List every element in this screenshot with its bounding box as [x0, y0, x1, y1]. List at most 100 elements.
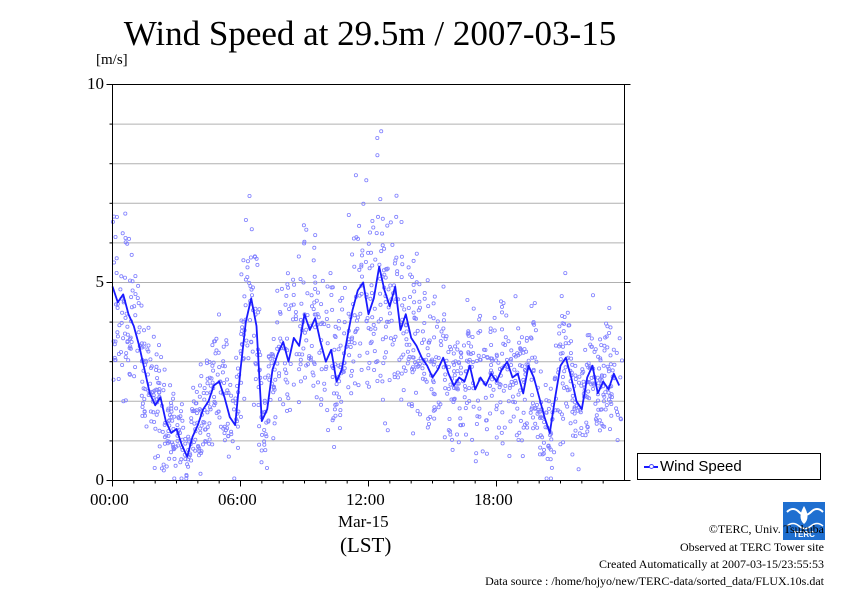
scatter-point [561, 344, 566, 349]
scatter-point [494, 403, 499, 408]
scatter-point [196, 444, 201, 449]
scatter-point [459, 355, 464, 360]
scatter-point [304, 338, 309, 343]
x-tick-label: 00:00 [90, 490, 129, 509]
scatter-point [355, 326, 360, 331]
scatter-point [500, 410, 505, 415]
scatter-point [301, 223, 306, 228]
scatter-point [298, 379, 303, 384]
scatter-point [116, 376, 121, 381]
scatter-point [597, 366, 602, 371]
scatter-point [256, 402, 261, 407]
scatter-point [488, 411, 493, 416]
scatter-point [390, 242, 395, 247]
scatter-point [420, 329, 425, 334]
observed-text: Observed at TERC Tower site [679, 540, 824, 554]
scatter-point [558, 351, 563, 356]
scatter-point [381, 361, 386, 366]
scatter-point [284, 371, 289, 376]
scatter-point [308, 357, 313, 362]
scatter-point [164, 464, 169, 469]
scatter-point [513, 354, 518, 359]
scatter-point [473, 459, 478, 464]
scatter-point [463, 387, 468, 392]
scatter-point [477, 414, 482, 419]
scatter-point [203, 439, 208, 444]
scatter-point [288, 361, 293, 366]
scatter-point [271, 436, 276, 441]
scatter-point [208, 407, 213, 412]
scatter-point [133, 365, 138, 370]
wind-speed-line [111, 265, 621, 458]
scatter-point [371, 225, 376, 230]
scatter-point [118, 287, 123, 292]
scatter-point [275, 320, 280, 325]
scatter-point [298, 362, 303, 367]
scatter-point [387, 311, 392, 316]
scatter-point [496, 360, 501, 365]
scatter-point [401, 331, 406, 336]
scatter-point [374, 231, 379, 236]
scatter-point [380, 397, 385, 402]
scatter-point [503, 383, 508, 388]
scatter-point [579, 426, 584, 431]
scatter-point [395, 272, 400, 277]
scatter-point [552, 377, 557, 382]
scatter-point [364, 178, 369, 183]
scatter-point [463, 432, 468, 437]
scatter-point [526, 358, 531, 363]
scatter-point [489, 393, 494, 398]
scatter-point [423, 357, 428, 362]
scatter-point [121, 399, 126, 404]
scatter-point [508, 383, 513, 388]
scatter-point [559, 412, 564, 417]
scatter-point [252, 254, 257, 259]
scatter-point [120, 310, 125, 315]
scatter-point [442, 377, 447, 382]
scatter-point [243, 277, 248, 282]
scatter-point [458, 423, 463, 428]
scatter-point [382, 246, 387, 251]
scatter-point [326, 323, 331, 328]
scatter-point [259, 460, 264, 465]
scatter-point [385, 428, 390, 433]
scatter-point [515, 406, 520, 411]
scatter-point [378, 316, 383, 321]
scatter-point [414, 280, 419, 285]
scatter-point [216, 312, 221, 317]
scatter-point [325, 408, 330, 413]
scatter-point [235, 445, 240, 450]
scatter-point [594, 421, 599, 426]
scatter-point [448, 432, 453, 437]
scatter-point [380, 216, 385, 221]
scatter-point [531, 368, 536, 373]
scatter-point [380, 243, 385, 248]
scatter-point [451, 360, 456, 365]
scatter-point [463, 406, 468, 411]
scatter-point [412, 289, 417, 294]
scatter-point [412, 360, 417, 365]
scatter-point [170, 396, 175, 401]
scatter-point [434, 355, 439, 360]
scatter-point [372, 349, 377, 354]
scatter-point [439, 329, 444, 334]
scatter-point [114, 256, 119, 261]
scatter-point [442, 435, 447, 440]
scatter-point [445, 391, 450, 396]
scatter-point [115, 305, 120, 310]
scatter-point [489, 362, 494, 367]
scatter-point [180, 418, 185, 423]
scatter-point [146, 349, 151, 354]
scatter-point [229, 429, 234, 434]
scatter-point [320, 278, 325, 283]
scatter-point [346, 311, 351, 316]
scatter-point [119, 274, 124, 279]
scatter-point [383, 300, 388, 305]
scatter-point [217, 415, 222, 420]
scatter-point [406, 305, 411, 310]
scatter-point [342, 285, 347, 290]
scatter-point [372, 306, 377, 311]
scatter-point [202, 397, 207, 402]
scatter-point [329, 292, 334, 297]
scatter-point [331, 416, 336, 421]
